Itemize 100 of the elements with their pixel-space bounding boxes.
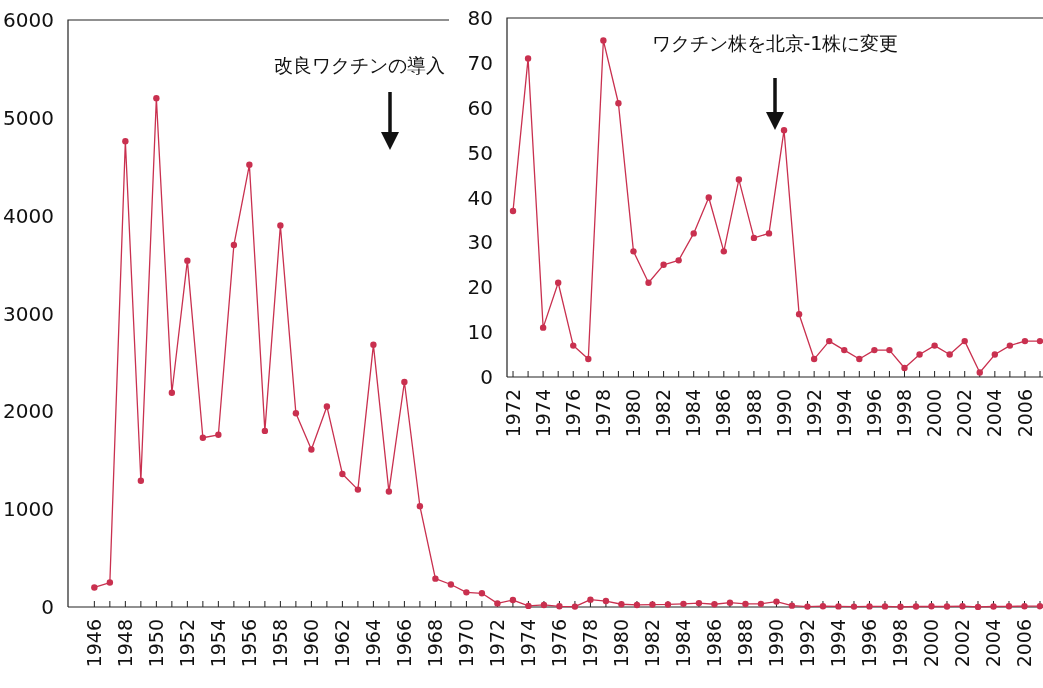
x-tick-label: 1996	[858, 619, 881, 668]
x-tick-label: 1954	[207, 619, 230, 668]
point	[916, 351, 923, 358]
point	[931, 342, 938, 349]
x-tick-label: 2004	[982, 619, 1005, 668]
point	[645, 279, 652, 286]
x-tick-label: 2000	[923, 389, 946, 438]
y-tick-label: 4000	[3, 203, 54, 228]
y-tick-label: 10	[467, 320, 493, 345]
x-tick-label: 1998	[889, 619, 912, 668]
x-tick-label: 1982	[652, 389, 675, 438]
x-tick-label: 2006	[1013, 619, 1036, 668]
point	[826, 337, 833, 345]
x-tick-label: 1980	[622, 389, 645, 438]
point	[630, 248, 637, 255]
x-tick-label: 1982	[641, 619, 664, 668]
annotation: ワクチン株を北京-1株に変更	[651, 32, 899, 54]
x-tick-label: 1968	[424, 619, 447, 668]
x-tick-label: 1946	[83, 619, 105, 668]
x-tick-label: 1994	[832, 389, 855, 438]
y-tick-label: 80	[467, 6, 493, 30]
point	[765, 230, 773, 237]
x-tick-label: 1988	[742, 389, 765, 438]
y-tick-label: 60	[467, 95, 493, 120]
x-tick-label: 1956	[238, 619, 261, 668]
x-tick-label: 1980	[610, 619, 633, 668]
point	[524, 55, 532, 62]
point	[1006, 342, 1014, 349]
x-tick-label: 2002	[951, 619, 974, 668]
y-tick-label: 5000	[3, 105, 54, 130]
point	[615, 100, 622, 107]
x-tick-label: 2002	[953, 389, 976, 438]
point	[1021, 337, 1029, 345]
x-tick-label: 1992	[796, 619, 819, 668]
x-tick-label: 1998	[893, 389, 916, 438]
x-tick-label: 1960	[300, 619, 323, 668]
y-tick-label: 0	[480, 365, 493, 389]
point	[690, 230, 697, 237]
point	[991, 351, 999, 358]
x-tick-label: 1966	[393, 619, 416, 668]
point	[720, 248, 728, 255]
point	[570, 342, 577, 349]
x-tick-label: 1990	[772, 389, 795, 438]
point	[675, 257, 682, 264]
y-tick-label: 1000	[3, 497, 54, 522]
x-tick-label: 1972	[486, 619, 509, 668]
x-tick-label: 1972	[501, 389, 524, 438]
point	[660, 261, 667, 269]
x-tick-label: 2006	[1013, 389, 1036, 438]
point	[841, 346, 848, 354]
x-tick-label: 1978	[579, 619, 602, 668]
point	[901, 364, 908, 372]
point	[810, 355, 818, 363]
x-tick-label: 1950	[145, 619, 168, 668]
point	[946, 351, 953, 358]
y-tick-label: 40	[467, 185, 493, 210]
point	[735, 176, 743, 183]
x-tick-label: 2000	[920, 619, 943, 668]
point	[886, 346, 893, 354]
x-tick-label: 1984	[672, 619, 695, 668]
point	[961, 337, 968, 345]
x-tick-label: 1996	[863, 389, 886, 438]
y-tick-label: 50	[467, 140, 493, 165]
point	[705, 194, 712, 201]
x-tick-label: 1970	[455, 619, 478, 668]
point	[780, 126, 788, 134]
point	[585, 355, 592, 363]
point	[600, 37, 607, 44]
point	[539, 324, 547, 331]
annotation: 改良ワクチンの導入	[274, 54, 445, 76]
point	[509, 207, 517, 215]
x-tick-label: 1986	[703, 619, 726, 668]
x-tick-label: 1994	[827, 619, 850, 668]
x-tick-label: 1964	[362, 619, 385, 668]
point	[795, 310, 803, 318]
point	[554, 279, 562, 286]
x-tick-label: 1986	[712, 389, 735, 438]
y-tick-label: 70	[467, 50, 493, 75]
point	[856, 355, 863, 363]
x-tick-label: 1958	[269, 619, 292, 668]
x-tick-label: 1948	[114, 619, 137, 668]
x-tick-label: 1984	[682, 389, 705, 438]
x-tick-label: 2004	[983, 389, 1006, 438]
y-tick-label: 20	[467, 275, 493, 300]
y-tick-label: 30	[467, 230, 493, 255]
x-tick-label: 1978	[592, 389, 615, 438]
point	[750, 234, 758, 242]
x-tick-label: 1992	[802, 389, 825, 438]
x-tick-label: 1952	[176, 619, 199, 668]
x-tick-label: 1974	[531, 389, 554, 438]
x-tick-label: 1976	[561, 389, 584, 438]
x-tick-label: 1976	[548, 619, 571, 668]
point	[1036, 337, 1043, 345]
y-tick-label: 3000	[3, 301, 54, 326]
x-tick-label: 1988	[734, 619, 757, 668]
x-tick-label: 1990	[765, 619, 788, 668]
x-tick-label: 1974	[517, 619, 540, 668]
y-tick-label: 0	[41, 595, 54, 619]
x-tick-label: 1962	[331, 619, 354, 668]
y-tick-label: 6000	[3, 8, 54, 32]
